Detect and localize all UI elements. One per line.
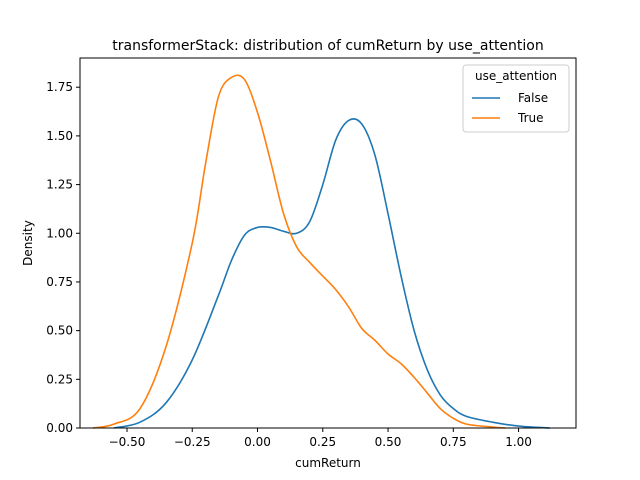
x-tick-label: 0.00 (244, 435, 271, 449)
legend-entries: False True (472, 91, 548, 125)
y-tick-label: 0.50 (46, 324, 73, 338)
series-line-false (113, 118, 550, 429)
x-tick-label: −0.25 (174, 435, 211, 449)
y-tick-label: 1.00 (46, 226, 73, 240)
y-tick-label: 0.75 (46, 275, 73, 289)
y-tick-label: 1.75 (46, 80, 73, 94)
y-axis-label: Density (21, 220, 35, 266)
axes-frame (79, 57, 577, 429)
legend-title: use_attention (475, 69, 557, 83)
series-line-true (92, 74, 506, 429)
x-tick-label: 0.50 (375, 435, 402, 449)
y-tick-label: 0.00 (46, 421, 73, 435)
legend-label-true: True (517, 111, 544, 125)
x-tick-label: 0.75 (440, 435, 467, 449)
legend-box (462, 64, 570, 133)
chart-title: transformerStack: distribution of cumRet… (112, 38, 543, 54)
y-axis: 0.00 0.25 0.50 0.75 1.00 1.25 1.50 1.75 (46, 80, 80, 435)
x-axis: −0.50 −0.25 0.00 0.25 0.50 0.75 1.00 (109, 428, 532, 449)
x-axis-label: cumReturn (295, 456, 361, 470)
plot-area (79, 57, 577, 429)
x-tick-label: 0.25 (309, 435, 336, 449)
legend-label-false: False (518, 91, 548, 105)
series-layer (92, 74, 550, 429)
y-tick-label: 1.50 (46, 129, 73, 143)
y-tick-label: 0.25 (46, 372, 73, 386)
x-tick-label: −0.50 (109, 435, 146, 449)
legend: use_attention False True (462, 64, 570, 133)
x-tick-label: 1.00 (505, 435, 532, 449)
y-tick-label: 1.25 (46, 178, 73, 192)
